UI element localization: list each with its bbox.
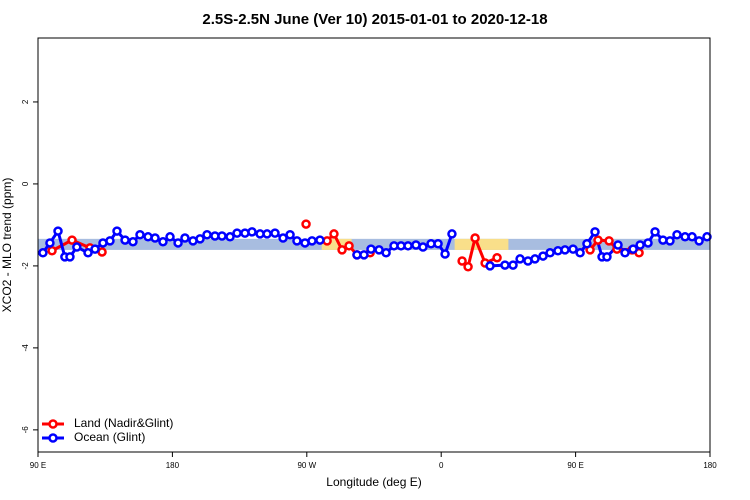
point bbox=[635, 240, 645, 250]
point bbox=[38, 248, 48, 258]
y-tick-label: -6 bbox=[21, 426, 30, 434]
point bbox=[643, 238, 653, 248]
point bbox=[381, 248, 391, 258]
point bbox=[83, 248, 93, 258]
point bbox=[337, 245, 347, 255]
point bbox=[702, 232, 712, 242]
point bbox=[278, 233, 288, 243]
point bbox=[225, 232, 235, 242]
y-axis-label: XCO2 - MLO trend (ppm) bbox=[0, 178, 14, 313]
point bbox=[366, 244, 376, 254]
point bbox=[568, 244, 578, 254]
point bbox=[515, 254, 525, 264]
point bbox=[67, 235, 77, 245]
point bbox=[575, 248, 585, 258]
x-tick-label: 90 E bbox=[567, 461, 583, 470]
point bbox=[582, 239, 592, 249]
point bbox=[650, 227, 660, 237]
point bbox=[315, 235, 325, 245]
point bbox=[613, 240, 623, 250]
point bbox=[359, 250, 369, 260]
y-tick-label: -2 bbox=[21, 262, 30, 270]
point bbox=[105, 236, 115, 246]
legend-label: Land (Nadir&Glint) bbox=[74, 416, 173, 430]
point bbox=[65, 252, 75, 262]
point bbox=[485, 261, 495, 271]
point bbox=[53, 226, 63, 236]
chart-title: 2.5S-2.5N June (Ver 10) 2015-01-01 to 20… bbox=[202, 11, 547, 28]
y-tick-label: -4 bbox=[21, 344, 30, 352]
point bbox=[262, 229, 272, 239]
point bbox=[593, 235, 603, 245]
point bbox=[590, 227, 600, 237]
point bbox=[463, 261, 473, 272]
point bbox=[150, 233, 160, 243]
point bbox=[440, 249, 450, 259]
point bbox=[232, 228, 242, 238]
point bbox=[112, 226, 122, 236]
legend-label: Ocean (Glint) bbox=[74, 430, 145, 444]
point bbox=[672, 230, 682, 240]
band bbox=[38, 238, 710, 250]
point bbox=[492, 252, 502, 263]
point bbox=[322, 236, 332, 246]
point bbox=[47, 245, 57, 256]
point bbox=[538, 251, 548, 261]
band bbox=[321, 238, 352, 250]
x-tick-label: 180 bbox=[703, 461, 717, 470]
point bbox=[180, 233, 190, 243]
point bbox=[447, 229, 457, 239]
point bbox=[687, 232, 697, 242]
point bbox=[247, 227, 257, 237]
point bbox=[560, 245, 570, 255]
point bbox=[604, 236, 614, 246]
legend-marker bbox=[48, 419, 58, 429]
point bbox=[217, 231, 227, 241]
point bbox=[545, 248, 555, 258]
point bbox=[307, 236, 317, 246]
point bbox=[292, 236, 302, 246]
point bbox=[620, 248, 630, 258]
plot-frame bbox=[37, 37, 711, 453]
point bbox=[530, 254, 540, 264]
point bbox=[120, 235, 130, 245]
point bbox=[418, 242, 428, 252]
point bbox=[329, 229, 339, 239]
point bbox=[301, 219, 311, 229]
point bbox=[270, 228, 280, 238]
point bbox=[433, 239, 443, 249]
point bbox=[135, 230, 145, 240]
point bbox=[195, 234, 205, 244]
x-tick-label: 90 E bbox=[30, 461, 46, 470]
point bbox=[45, 238, 55, 248]
point bbox=[500, 260, 510, 270]
point bbox=[470, 233, 480, 243]
point bbox=[173, 238, 183, 248]
point bbox=[403, 241, 413, 251]
point bbox=[344, 241, 354, 251]
legend-marker bbox=[48, 433, 58, 443]
point bbox=[128, 236, 138, 247]
x-tick-label: 90 W bbox=[297, 461, 316, 470]
point bbox=[457, 256, 467, 266]
point bbox=[202, 230, 212, 240]
point bbox=[165, 232, 175, 242]
point bbox=[90, 244, 100, 254]
point bbox=[508, 260, 518, 270]
point bbox=[285, 230, 295, 240]
x-tick-label: 180 bbox=[166, 461, 180, 470]
point bbox=[602, 252, 612, 262]
x-axis-label: Longitude (deg E) bbox=[326, 475, 421, 489]
point bbox=[72, 242, 82, 252]
y-tick-label: 0 bbox=[21, 181, 30, 186]
point bbox=[694, 236, 704, 246]
point bbox=[665, 236, 675, 246]
y-tick-label: 2 bbox=[21, 99, 30, 104]
x-tick-label: 0 bbox=[439, 461, 444, 470]
point bbox=[628, 244, 638, 254]
point bbox=[158, 236, 168, 247]
band bbox=[454, 238, 509, 250]
